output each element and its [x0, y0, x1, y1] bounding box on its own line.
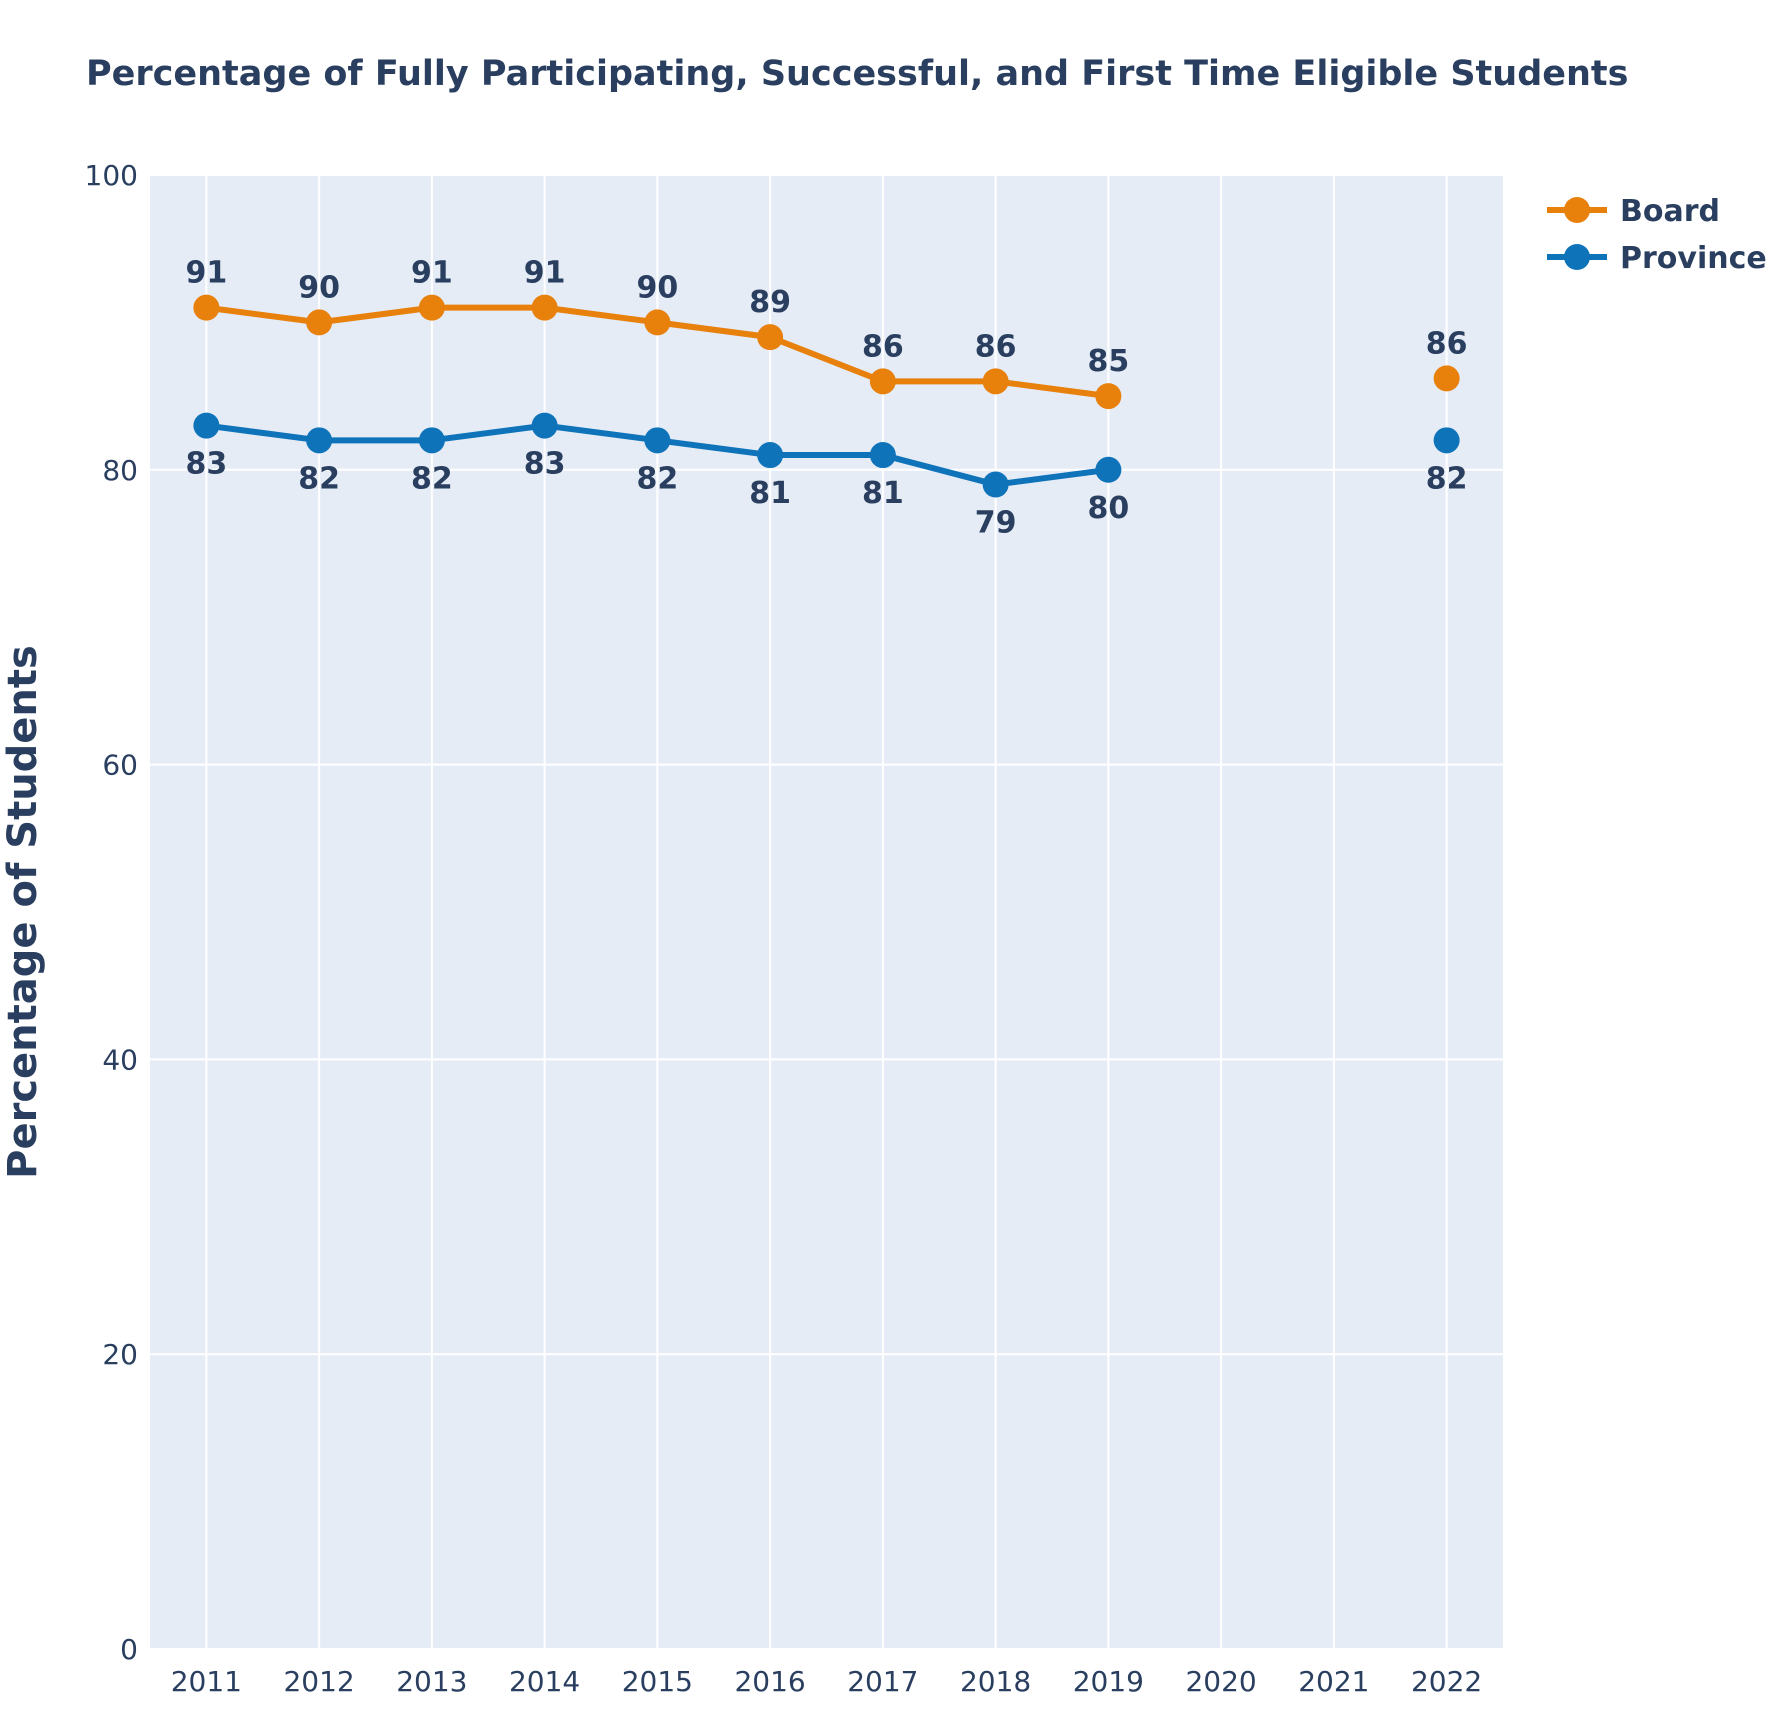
x-tick-label: 2017 — [847, 1665, 918, 1698]
province-marker — [757, 442, 784, 469]
plot-area — [150, 175, 1503, 1649]
y-tick-label: 20 — [102, 1338, 138, 1371]
province-marker — [1433, 427, 1460, 454]
x-tick-label: 2019 — [1073, 1665, 1144, 1698]
province-data-label: 79 — [975, 506, 1017, 541]
province-marker — [982, 471, 1009, 498]
y-axis-ticks: 0 20 40 60 80 100 — [85, 159, 138, 1666]
board-data-label: 86 — [862, 329, 904, 364]
province-data-label: 82 — [637, 461, 679, 496]
board-data-label: 91 — [186, 256, 228, 291]
province-marker — [531, 412, 558, 439]
board-marker — [869, 368, 896, 395]
x-axis-ticks: 2011 2012 2013 2014 2015 2016 2017 2018 2019 2020… — [171, 1665, 1483, 1698]
board-marker — [644, 309, 671, 336]
province-marker — [644, 427, 671, 454]
board-marker — [306, 309, 333, 336]
y-axis-title: Percentage of Students — [0, 645, 46, 1179]
legend-label: Board — [1620, 194, 1720, 229]
province-data-label: 80 — [1088, 491, 1130, 526]
board-marker — [982, 368, 1009, 395]
board-marker — [1433, 365, 1460, 392]
province-data-label: 82 — [1426, 461, 1468, 496]
board-data-label: 90 — [637, 270, 679, 305]
legend: Board Province — [1547, 194, 1767, 276]
y-tick-label: 40 — [102, 1043, 138, 1076]
x-tick-label: 2011 — [171, 1665, 242, 1698]
province-marker — [193, 412, 220, 439]
data-labels: 91 90 91 91 90 89 86 86 85 86 83 82 82 83 82 81 81 79 80 82 — [186, 256, 1468, 541]
legend-item-province: Province — [1547, 241, 1767, 276]
board-data-label: 90 — [298, 270, 340, 305]
legend-label: Province — [1620, 241, 1767, 276]
province-data-label: 83 — [186, 447, 228, 482]
y-tick-label: 60 — [102, 749, 138, 782]
board-marker — [757, 324, 784, 351]
x-tick-label: 2014 — [509, 1665, 580, 1698]
province-marker — [869, 442, 896, 469]
x-tick-label: 2022 — [1411, 1665, 1482, 1698]
y-tick-label: 80 — [102, 454, 138, 487]
legend-swatch-marker — [1564, 197, 1590, 223]
province-data-label: 81 — [749, 476, 791, 511]
x-tick-label: 2021 — [1298, 1665, 1369, 1698]
x-tick-label: 2013 — [396, 1665, 467, 1698]
board-data-label: 89 — [749, 285, 791, 320]
board-data-label: 91 — [524, 256, 566, 291]
province-marker — [418, 427, 445, 454]
province-marker — [1095, 456, 1122, 483]
board-data-label: 86 — [1426, 326, 1468, 361]
chart-title: Percentage of Fully Participating, Succe… — [86, 54, 1628, 94]
board-marker — [193, 294, 220, 321]
board-marker — [418, 294, 445, 321]
gridlines — [150, 174, 1503, 1650]
x-tick-label: 2016 — [734, 1665, 805, 1698]
province-data-label: 82 — [411, 461, 453, 496]
y-tick-label: 100 — [85, 159, 138, 192]
series-markers — [193, 294, 1460, 498]
board-marker — [1095, 383, 1122, 410]
x-tick-label: 2012 — [283, 1665, 354, 1698]
board-data-label: 85 — [1088, 344, 1130, 379]
province-marker — [306, 427, 333, 454]
legend-swatch-marker — [1564, 244, 1590, 270]
x-tick-label: 2018 — [960, 1665, 1031, 1698]
province-data-label: 82 — [298, 461, 340, 496]
board-data-label: 91 — [411, 256, 453, 291]
board-data-label: 86 — [975, 329, 1017, 364]
legend-item-board: Board — [1547, 194, 1720, 229]
province-data-label: 81 — [862, 476, 904, 511]
x-tick-label: 2020 — [1185, 1665, 1256, 1698]
x-tick-label: 2015 — [622, 1665, 693, 1698]
board-marker — [531, 294, 558, 321]
y-tick-label: 0 — [120, 1633, 138, 1666]
province-data-label: 83 — [524, 447, 566, 482]
